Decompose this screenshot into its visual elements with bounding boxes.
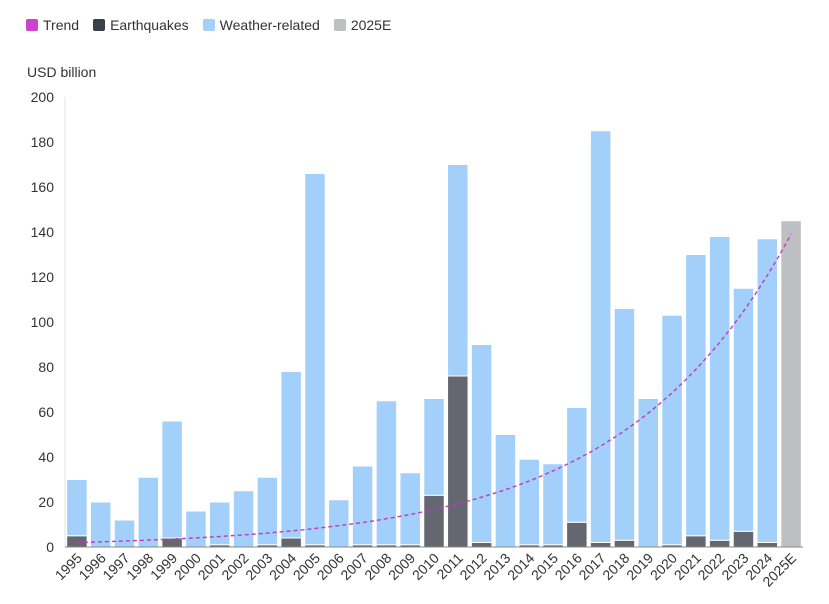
bar-weather-related-2007[interactable] [351,465,374,546]
y-tick-label: 20 [38,494,54,510]
y-tick-label: 60 [38,404,54,420]
bar-earthquakes-2023[interactable] [732,530,755,548]
y-axis-title: USD billion [27,64,97,80]
legend-item-trend[interactable]: Trend [26,17,79,33]
bar-weather-related-2018[interactable] [613,308,636,541]
bar-weather-related-2024[interactable] [756,238,779,543]
bar-weather-related-2012[interactable] [470,344,493,543]
y-tick-label: 180 [31,134,55,150]
bars [65,130,803,548]
bar-weather-related-2002[interactable] [232,490,255,548]
legend: Trend Earthquakes Weather-related 2025E [26,17,391,33]
bar-weather-related-2015[interactable] [542,463,564,546]
bar-weather-related-2003[interactable] [256,476,279,546]
bar-weather-related-1998[interactable] [137,476,160,548]
trend-line [76,233,792,544]
legend-label-weather-related: Weather-related [219,17,320,33]
bar-weather-related-2016[interactable] [566,407,588,523]
bar-2025e-2025e[interactable] [780,220,802,548]
bar-weather-related-1995[interactable] [66,479,88,537]
legend-swatch-trend [26,19,38,31]
y-tick-label: 0 [46,539,54,555]
bar-weather-related-2017[interactable] [589,130,612,543]
bar-earthquakes-2012[interactable] [470,542,493,548]
y-tick-label: 80 [38,359,54,375]
bar-weather-related-2009[interactable] [399,472,421,546]
y-tick-label: 120 [31,269,55,285]
bar-weather-related-2001[interactable] [209,501,231,546]
bar-weather-related-2013[interactable] [494,434,517,548]
bar-weather-related-2021[interactable] [685,254,707,537]
legend-label-trend: Trend [43,17,80,33]
legend-swatch-weather-related [202,19,215,31]
x-axis-ticks: 1995199619971998199920002001200220032004… [52,550,800,590]
bar-earthquakes-2004[interactable] [280,537,302,548]
y-tick-label: 200 [31,89,55,105]
legend-swatch-2025e [333,19,346,31]
legend-item-2025e[interactable]: 2025E [333,17,392,33]
legend-swatch-earthquakes [93,19,106,31]
bar-earthquakes-2011[interactable] [447,375,469,548]
bar-weather-related-2022[interactable] [708,236,731,541]
bar-weather-related-2023[interactable] [732,287,755,532]
legend-item-weather-related[interactable]: Weather-related [202,17,320,33]
bar-earthquakes-2024[interactable] [756,542,779,548]
y-tick-label: 100 [31,314,55,330]
bar-earthquakes-1999[interactable] [161,537,183,548]
bar-earthquakes-2022[interactable] [708,539,731,548]
bar-earthquakes-2021[interactable] [685,535,707,548]
bar-earthquakes-1995[interactable] [66,535,88,548]
y-tick-label: 160 [31,179,55,195]
bar-weather-related-1997[interactable] [113,519,136,548]
bar-earthquakes-2016[interactable] [566,521,588,548]
legend-label-2025e: 2025E [350,17,392,33]
legend-item-earthquakes[interactable]: Earthquakes [93,17,189,33]
bar-weather-related-2008[interactable] [375,400,398,546]
bar-weather-related-2020[interactable] [661,314,683,546]
legend-label-earthquakes: Earthquakes [110,17,189,33]
bar-weather-related-2014[interactable] [518,458,540,546]
y-tick-label: 140 [31,224,55,240]
y-tick-label: 40 [38,449,54,465]
bar-earthquakes-2018[interactable] [613,539,636,548]
bar-earthquakes-2017[interactable] [589,542,612,548]
bar-weather-related-2000[interactable] [185,510,207,548]
bar-weather-related-2011[interactable] [447,164,469,377]
bar-weather-related-2006[interactable] [328,499,350,548]
bar-weather-related-2010[interactable] [423,398,445,496]
bar-weather-related-1996[interactable] [89,501,112,548]
bar-weather-related-1999[interactable] [161,420,183,539]
bar-weather-related-2005[interactable] [304,173,326,546]
bar-earthquakes-2010[interactable] [423,494,445,548]
trend-layer [76,233,792,544]
bar-weather-related-2019[interactable] [637,398,659,548]
y-axis-ticks: 0 20 40 60 80 100 120 140 160 180 200 [31,89,66,555]
bar-weather-related-2004[interactable] [280,371,302,539]
